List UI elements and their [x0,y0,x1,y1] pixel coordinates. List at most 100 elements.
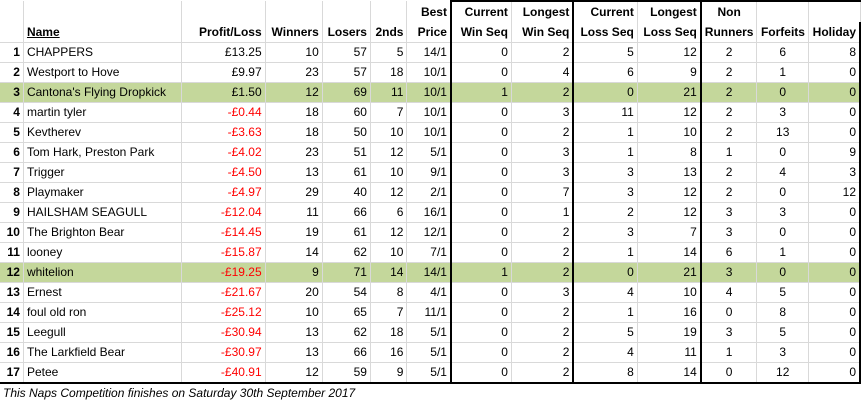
profit-cell: -£4.97 [181,182,266,203]
forfeits-cell: 0 [756,182,809,203]
longest-loss-cell: 13 [637,162,702,183]
holiday-cell: 0 [808,102,861,123]
forfeits-cell: 4 [756,162,809,183]
name-cell: martin tyler [23,102,183,123]
name-cell: foul old ron [23,302,183,323]
longest-loss-cell: 14 [637,242,702,263]
holiday-cell: 0 [808,202,861,223]
table-row: 14 foul old ron -£25.12 10 65 7 11/1 0 2 1 16 0 8 0 [0,302,861,323]
price-cell: 5/1 [406,142,452,163]
winners-cell: 10 [265,302,323,323]
forfeits-cell: 0 [756,142,809,163]
losers-cell: 66 [322,202,371,223]
seconds-cell: 18 [370,322,408,343]
profit-cell: -£25.12 [181,302,266,323]
name-cell: CHAPPERS [23,42,183,63]
price-cell: 16/1 [406,202,452,223]
price-cell: 10/1 [406,82,452,103]
forfeits-cell: 6 [756,42,809,63]
losers-cell: 59 [322,362,371,384]
winners-cell: 23 [265,62,323,83]
header-cell [23,1,183,22]
non-runners-cell: 3 [700,262,758,283]
holiday-cell: 0 [808,242,861,263]
seconds-cell: 9 [370,362,408,384]
losers-cell: 57 [322,62,371,83]
forfeits-cell: 13 [756,122,809,143]
current-win-cell: 0 [449,202,512,223]
winners-cell: 29 [265,182,323,203]
seconds-cell: 6 [370,202,408,223]
non-runners-cell: 2 [700,62,758,83]
profit-cell: -£21.67 [181,282,266,303]
rank-cell: 15 [0,322,24,343]
rank-cell: 3 [0,82,24,103]
current-loss-cell: 3 [573,222,638,243]
forfeits-cell: 0 [756,222,809,243]
current-win-cell: 0 [449,322,512,343]
non-runners-cell: 2 [700,82,758,103]
profit-cell: -£14.45 [181,222,266,243]
forfeits-cell: 1 [756,62,809,83]
non-runners-cell: 3 [700,322,758,343]
price-cell: 11/1 [406,302,452,323]
seconds-cell: 10 [370,162,408,183]
longest-win-cell: 7 [511,182,575,203]
price-cell: 10/1 [406,102,452,123]
price-cell: 5/1 [406,342,452,363]
current-loss-cell: 5 [573,42,638,63]
winners-cell: 18 [265,102,323,123]
current-win-cell: 0 [449,242,512,263]
winners-cell: 11 [265,202,323,223]
header-losers: Losers [322,22,371,43]
current-loss-cell: 1 [573,122,638,143]
header-current-win: Current [449,0,512,22]
name-cell: Kevtherev [23,122,183,143]
seconds-cell: 8 [370,282,408,303]
profit-cell: -£30.94 [181,322,266,343]
header-seconds: 2nds [370,22,408,43]
longest-loss-cell: 14 [637,362,702,384]
forfeits-cell: 12 [756,362,809,384]
current-loss-cell: 4 [573,342,638,363]
header-forfeits: Forfeits [756,22,809,43]
forfeits-cell: 0 [756,262,809,283]
table-row: 13 Ernest -£21.67 20 54 8 4/1 0 3 4 10 4 5 0 [0,282,861,303]
non-runners-cell: 2 [700,182,758,203]
header-cell [0,22,24,43]
winners-cell: 13 [265,162,323,183]
current-win-cell: 1 [449,82,512,103]
rank-cell: 11 [0,242,24,263]
rank-cell: 2 [0,62,24,83]
price-cell: 12/1 [406,222,452,243]
forfeits-cell: 3 [756,342,809,363]
header-longest-win: Longest [511,0,575,22]
profit-cell: £1.50 [181,82,266,103]
longest-win-cell: 2 [511,242,575,263]
longest-loss-cell: 11 [637,342,702,363]
price-cell: 10/1 [406,62,452,83]
longest-loss-cell: 10 [637,122,702,143]
profit-cell: £13.25 [181,42,266,63]
table-row: 6 Tom Hark, Preston Park -£4.02 23 51 12 5/1 0 3… [0,142,861,163]
current-loss-cell: 3 [573,162,638,183]
winners-cell: 20 [265,282,323,303]
table-row: 5 Kevtherev -£3.63 18 50 10 10/1 0 2 1 10 2 13 0 [0,122,861,143]
current-win-cell: 0 [449,342,512,363]
longest-win-cell: 2 [511,222,575,243]
longest-loss-cell: 9 [637,62,702,83]
table-row: 15 Leegull -£30.94 13 62 18 5/1 0 2 5 19 3 5 0 [0,322,861,343]
longest-win-cell: 4 [511,62,575,83]
holiday-cell: 0 [808,302,861,323]
losers-cell: 71 [322,262,371,283]
losers-cell: 60 [322,102,371,123]
profit-cell: -£30.97 [181,342,266,363]
table-row: 1 CHAPPERS £13.25 10 57 5 14/1 0 2 5 12 2 6 8 [0,42,861,63]
non-runners-cell: 4 [700,282,758,303]
longest-loss-cell: 12 [637,182,702,203]
footnote: This Naps Competition finishes on Saturd… [3,386,356,400]
non-runners-cell: 3 [700,202,758,223]
longest-win-cell: 2 [511,362,575,384]
longest-loss-cell: 21 [637,262,702,283]
table-row: 8 Playmaker -£4.97 29 40 12 2/1 0 7 3 12 2 0 12 [0,182,861,203]
